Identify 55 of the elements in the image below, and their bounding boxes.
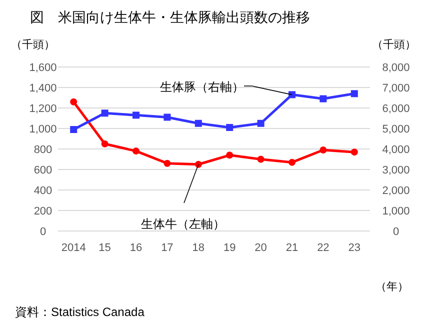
y-tick-label: 400 bbox=[34, 185, 52, 197]
text: 生体牛（左軸） bbox=[141, 217, 225, 231]
x-tick-label: 16 bbox=[130, 242, 142, 254]
y-axis-title: （千頭） bbox=[11, 38, 55, 51]
point bbox=[226, 124, 234, 131]
x-axis-title: （年） bbox=[376, 281, 408, 293]
text: 資料：Statistics Canada bbox=[15, 305, 145, 319]
point bbox=[320, 95, 327, 102]
y-tick-label: 1,400 bbox=[29, 82, 57, 94]
point bbox=[164, 114, 171, 121]
x-tick-label: 2014 bbox=[61, 242, 86, 254]
y-tick-label: 1,200 bbox=[29, 103, 57, 115]
point bbox=[132, 148, 140, 155]
point bbox=[164, 160, 171, 167]
x-tick-label: 18 bbox=[192, 242, 205, 254]
y-tick-label: 0 bbox=[40, 226, 46, 238]
y2-tick-label: 6,000 bbox=[382, 103, 410, 115]
point bbox=[257, 156, 264, 163]
point bbox=[320, 146, 327, 154]
y-tick-label: 600 bbox=[34, 164, 52, 176]
point bbox=[350, 148, 358, 156]
x-tick-label: 21 bbox=[286, 242, 298, 254]
y-tick-label: 1,000 bbox=[29, 124, 57, 136]
y2-tick-label: 0 bbox=[392, 226, 400, 238]
chart-title: 図 米国向け生体牛・生体豚輸出頭数の推移 bbox=[30, 9, 310, 25]
y-tick-label: 1,600 bbox=[29, 62, 57, 74]
series-label: 生体豚（右軸） bbox=[160, 80, 244, 94]
x-tick-label: 20 bbox=[254, 242, 267, 254]
x-tick-label: 17 bbox=[161, 242, 174, 254]
point bbox=[101, 140, 108, 148]
y2-tick-label: 3,000 bbox=[382, 164, 410, 176]
y2-tick-label: 8,000 bbox=[382, 62, 410, 74]
point bbox=[132, 112, 140, 119]
x-tick-label: 22 bbox=[317, 242, 330, 254]
y2-tick-label: 1,000 bbox=[382, 206, 410, 218]
y2-tick-label: 7,000 bbox=[382, 82, 410, 94]
point bbox=[257, 120, 264, 127]
point bbox=[350, 90, 358, 98]
y-tick-label: 800 bbox=[34, 144, 52, 156]
point bbox=[288, 158, 296, 166]
point bbox=[194, 160, 202, 168]
point bbox=[101, 110, 108, 117]
x-tick-label: 23 bbox=[348, 242, 361, 254]
y2-axis-title: （千頭） bbox=[372, 38, 416, 51]
y2-tick-label: 4,000 bbox=[382, 144, 410, 156]
y-tick-label: 200 bbox=[34, 206, 52, 218]
y2-tick-label: 2,000 bbox=[382, 185, 410, 197]
point bbox=[226, 152, 234, 159]
x-tick-label: 15 bbox=[98, 242, 111, 254]
x-tick-label: 19 bbox=[223, 242, 236, 254]
y2-tick-label: 5,000 bbox=[382, 124, 410, 136]
point bbox=[288, 91, 296, 98]
point bbox=[194, 120, 202, 127]
point bbox=[70, 126, 78, 134]
point bbox=[70, 98, 78, 106]
